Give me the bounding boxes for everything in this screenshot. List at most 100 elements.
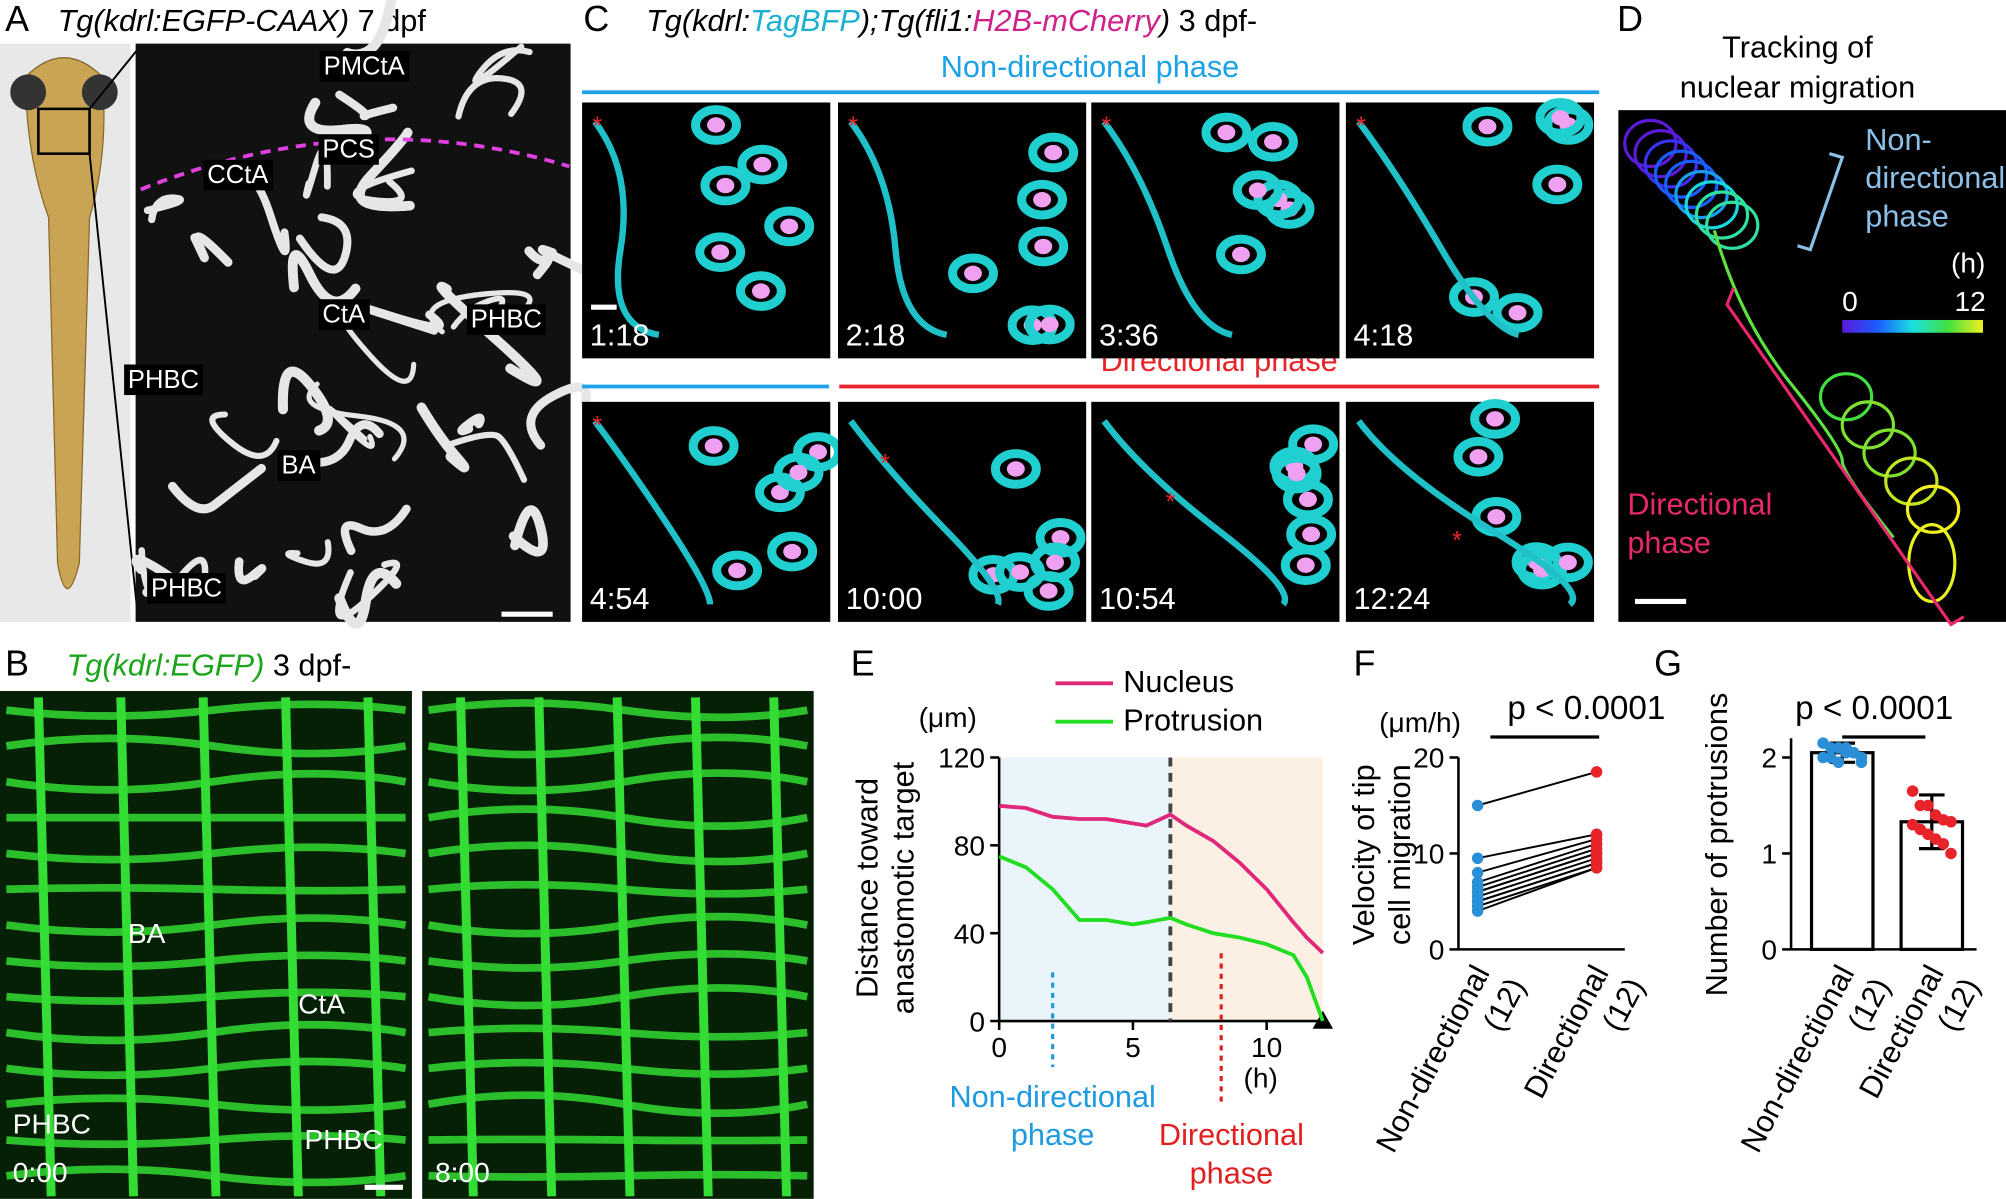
vessel — [690, 697, 713, 1197]
cell — [1282, 479, 1333, 520]
timestamp: 0:00 — [13, 1157, 68, 1188]
track-ellipse — [1664, 159, 1719, 209]
title-part: TagBFP — [750, 3, 860, 38]
data-point — [1471, 866, 1484, 879]
panel-letter: F — [1354, 644, 1376, 684]
pair-line — [1477, 862, 1597, 903]
asterisk: * — [1452, 527, 1462, 555]
vessel-label: PHBC — [128, 366, 199, 394]
cell — [948, 253, 998, 294]
annotation: Non-directional — [949, 1079, 1155, 1114]
nucleus — [1486, 411, 1505, 427]
inset-line — [88, 153, 140, 620]
vessel — [472, 43, 533, 85]
y-tick-label: 80 — [954, 831, 985, 862]
label-bg — [147, 573, 226, 604]
vessel — [143, 194, 184, 224]
data-point — [1590, 766, 1603, 778]
y-tick-label: 0 — [1429, 935, 1445, 966]
cell — [1028, 132, 1079, 173]
cell — [767, 531, 818, 572]
nucleus — [1469, 449, 1488, 465]
tip-cell — [848, 419, 1002, 606]
cell — [688, 426, 739, 466]
pair-line — [1477, 842, 1597, 884]
vessel — [306, 381, 407, 462]
y-unit: (μm) — [919, 702, 977, 733]
legend-label: Nucleus — [1123, 664, 1234, 699]
bracket — [1797, 152, 1845, 252]
vessel — [285, 539, 332, 567]
data-point — [1471, 905, 1484, 917]
nucleus — [1287, 465, 1306, 482]
y-axis-label: Number of protrusions — [1699, 693, 1734, 997]
nucleus — [1304, 436, 1323, 452]
track-ellipse — [1862, 428, 1917, 478]
vessel — [457, 413, 485, 436]
y-tick-label: 1 — [1761, 839, 1777, 870]
vessel — [355, 127, 415, 212]
annotation: Directional — [1159, 1117, 1304, 1152]
asterisk: * — [1356, 112, 1366, 140]
tip-cell — [1101, 419, 1289, 607]
nucleus — [1264, 134, 1282, 150]
vessel-label: BA — [281, 451, 316, 479]
nucleus — [964, 265, 982, 281]
vessel — [234, 557, 267, 585]
label-bg — [318, 299, 370, 330]
asterisk: * — [1102, 112, 1112, 140]
scale-unit: (h) — [1951, 248, 1985, 279]
vessel — [295, 213, 352, 274]
track-ellipse — [1694, 190, 1750, 240]
nucleus — [704, 438, 723, 454]
asterisk: * — [592, 112, 602, 140]
cell — [1492, 292, 1543, 333]
track-ellipse — [1643, 139, 1698, 189]
cell — [1023, 571, 1074, 611]
timestamp: 1:18 — [590, 318, 650, 353]
nucleus — [1298, 491, 1317, 508]
x-tick-label: Directional — [1517, 959, 1616, 1103]
tip-cell — [1356, 419, 1577, 607]
micrograph — [1618, 110, 2006, 622]
label-bg — [203, 159, 274, 191]
cell — [1517, 549, 1567, 590]
track-ellipse — [1884, 456, 1939, 506]
scale-label: 0 — [1842, 286, 1858, 317]
timestamp: 10:00 — [846, 581, 923, 616]
vessel — [277, 366, 333, 436]
x-tick-label: 10 — [1251, 1032, 1282, 1063]
vessel — [352, 167, 415, 205]
vessel — [428, 699, 808, 722]
panel-letter: B — [5, 644, 29, 684]
vessel-label: BA — [128, 918, 166, 949]
data-point — [1937, 838, 1950, 850]
y-tick-label: 20 — [1413, 743, 1444, 774]
nucleus — [1302, 526, 1321, 542]
nucleus — [753, 156, 772, 173]
vessel — [456, 697, 478, 1197]
y-axis-label: cell migration — [1382, 764, 1417, 945]
x-tick-label: 0 — [991, 1032, 1007, 1063]
vessel — [416, 402, 470, 473]
track-ellipse — [1633, 129, 1688, 179]
vessel — [335, 90, 398, 121]
panel-letter: C — [583, 0, 609, 39]
data-point — [1471, 799, 1484, 812]
y-tick-label: 10 — [1413, 839, 1444, 870]
cell — [712, 550, 763, 591]
nucleus — [711, 244, 730, 260]
legend-label: Protrusion — [1123, 703, 1263, 738]
tip-cell — [592, 119, 660, 339]
data-line — [999, 803, 1325, 955]
cell — [1232, 170, 1283, 211]
label-bg — [466, 304, 546, 335]
pair-line — [1477, 852, 1597, 893]
vessel — [769, 697, 792, 1197]
phase-label: directional — [1865, 160, 2005, 195]
cell — [764, 206, 815, 247]
phase-label: Non-directional phase — [941, 49, 1240, 84]
y-tick-label: 0 — [969, 1006, 985, 1037]
vessel — [33, 697, 56, 1197]
panel-title: nuclear migration — [1680, 69, 1915, 104]
